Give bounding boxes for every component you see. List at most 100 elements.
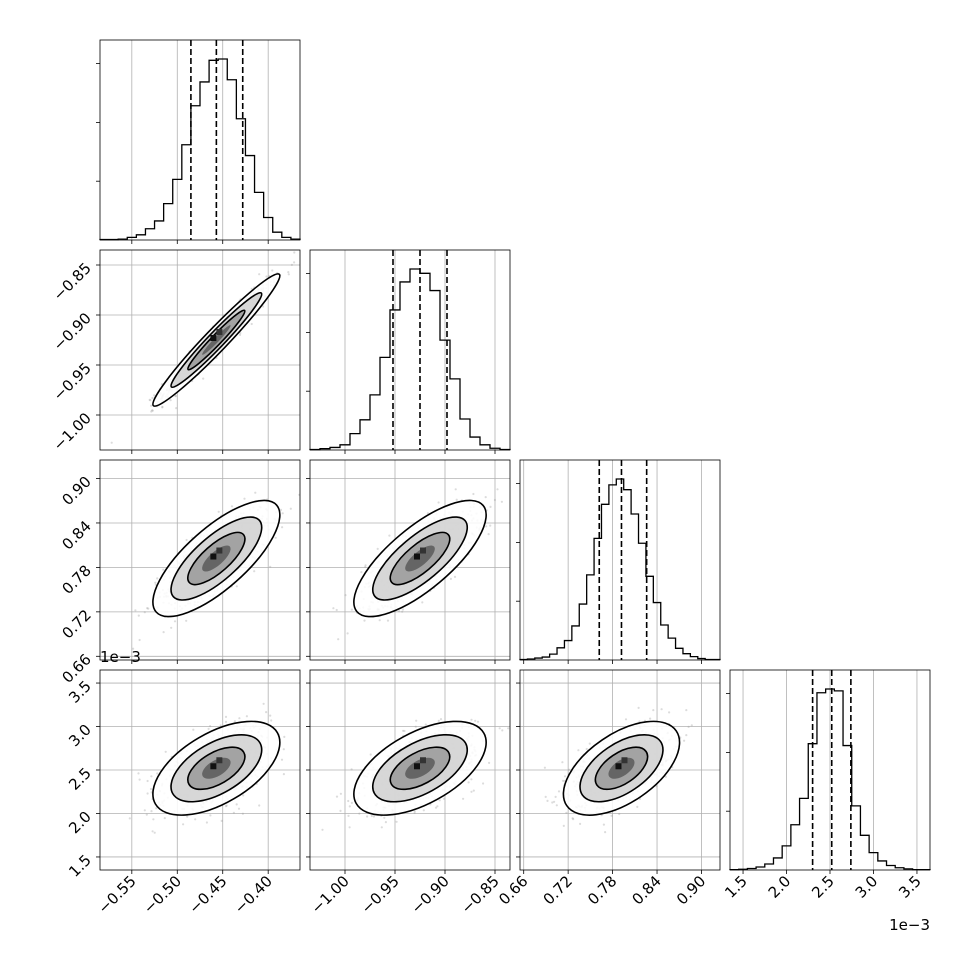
scatter-point <box>413 811 416 815</box>
scatter-point <box>161 405 164 408</box>
scatter-point <box>150 404 153 407</box>
scatter-point <box>128 817 131 820</box>
scatter-panel-0-2 <box>99 459 301 661</box>
scatter-point <box>638 720 641 723</box>
scatter-point <box>369 753 372 756</box>
scatter-point <box>372 815 375 818</box>
gridlines-1-1 <box>344 250 496 450</box>
scatter-point <box>557 790 561 793</box>
y-tick-label-p2-1: 0.72 <box>58 606 94 642</box>
gridlines-2-2 <box>523 460 702 660</box>
scatter-point <box>156 772 159 775</box>
scatter-point <box>438 799 441 802</box>
scatter-point <box>170 626 173 629</box>
scatter-point <box>332 607 335 610</box>
scatter-point <box>253 570 256 573</box>
scatter-point <box>346 632 349 635</box>
x-tick-label-p1-0: −1.00 <box>308 872 353 917</box>
scatter-point <box>335 795 339 798</box>
scatter-point <box>185 619 188 622</box>
scatter-point <box>194 818 197 821</box>
scatter-point <box>269 714 272 717</box>
scatter-point <box>243 497 246 500</box>
density-peak <box>216 757 223 764</box>
x-tick-label-p3-1: 2.0 <box>765 872 795 902</box>
scatter-point <box>293 261 296 264</box>
scatter-point <box>470 778 473 781</box>
scatter-point <box>347 799 350 803</box>
scatter-point <box>232 811 235 814</box>
panel-content-0-3 <box>128 702 286 834</box>
scatter-point <box>462 797 465 800</box>
scatter-point <box>151 409 154 412</box>
scatter-point <box>401 610 404 613</box>
scatter-point <box>155 807 158 810</box>
scatter-point <box>439 718 443 721</box>
scatter-point <box>364 564 367 567</box>
scatter-point <box>507 727 510 730</box>
x-tick-label-p3-4: 3.5 <box>895 872 925 902</box>
scatter-point <box>146 607 149 610</box>
x-tick-label-p3-0: 1.5 <box>721 872 751 902</box>
scatter-point <box>422 809 425 812</box>
scatter-point <box>489 505 492 508</box>
scatter-point <box>488 761 491 765</box>
gridlines-3-3 <box>742 670 918 870</box>
scatter-point <box>298 493 300 496</box>
scatter-point <box>258 273 261 276</box>
scatter-point <box>455 498 458 501</box>
histogram-step-p3 <box>729 688 931 871</box>
y-tick-label-p3-0: 1.5 <box>65 851 95 881</box>
scatter-point <box>467 781 470 784</box>
scatter-point <box>152 818 155 821</box>
y-tick-label-p3-1: 2.0 <box>65 808 95 838</box>
scatter-point <box>579 822 582 826</box>
scatter-point <box>250 322 253 326</box>
scatter-point <box>132 647 135 650</box>
scatter-point <box>493 498 496 502</box>
scatter-point <box>421 601 424 604</box>
scatter-point <box>238 717 241 720</box>
scatter-point <box>137 772 140 775</box>
scatter-point <box>182 823 185 826</box>
scatter-point <box>546 799 549 803</box>
scatter-point <box>282 748 285 751</box>
scatter-point <box>350 801 353 805</box>
scatter-point <box>258 804 261 807</box>
panel-content-0-1 <box>110 251 296 444</box>
scatter-point <box>437 719 440 723</box>
x-tick-label-p1-1: −0.95 <box>358 872 403 917</box>
scatter-point <box>145 813 148 816</box>
scatter-point <box>386 619 390 622</box>
scatter-point <box>470 790 473 793</box>
scatter-point <box>484 496 487 499</box>
scatter-point <box>265 711 268 714</box>
scatter-point <box>344 594 347 597</box>
scatter-point <box>434 806 438 809</box>
scatter-point <box>348 805 351 808</box>
scatter-point <box>151 396 154 400</box>
density-peak <box>420 547 426 554</box>
scatter-point <box>501 729 504 732</box>
scatter-panel-0-1 <box>99 249 301 451</box>
scatter-point <box>192 728 195 731</box>
scatter-point <box>150 810 153 813</box>
scatter-point <box>402 608 405 611</box>
y-tick-label-p2-4: 0.90 <box>58 473 94 509</box>
scatter-point <box>482 782 485 785</box>
density-peak <box>210 763 217 770</box>
scatter-point <box>137 614 140 617</box>
scatter-point <box>235 585 238 588</box>
scatter-point <box>150 410 153 413</box>
scatter-point <box>202 377 205 380</box>
scatter-point <box>637 706 640 710</box>
scatter-point <box>378 619 381 622</box>
scatter-point <box>245 715 248 718</box>
scatter-point <box>426 512 429 515</box>
scatter-point <box>664 775 668 778</box>
scatter-point <box>610 814 613 817</box>
scatter-point <box>271 269 274 272</box>
scatter-point <box>146 779 149 783</box>
gridlines-1-0 <box>100 250 300 450</box>
scatter-point <box>146 792 149 795</box>
